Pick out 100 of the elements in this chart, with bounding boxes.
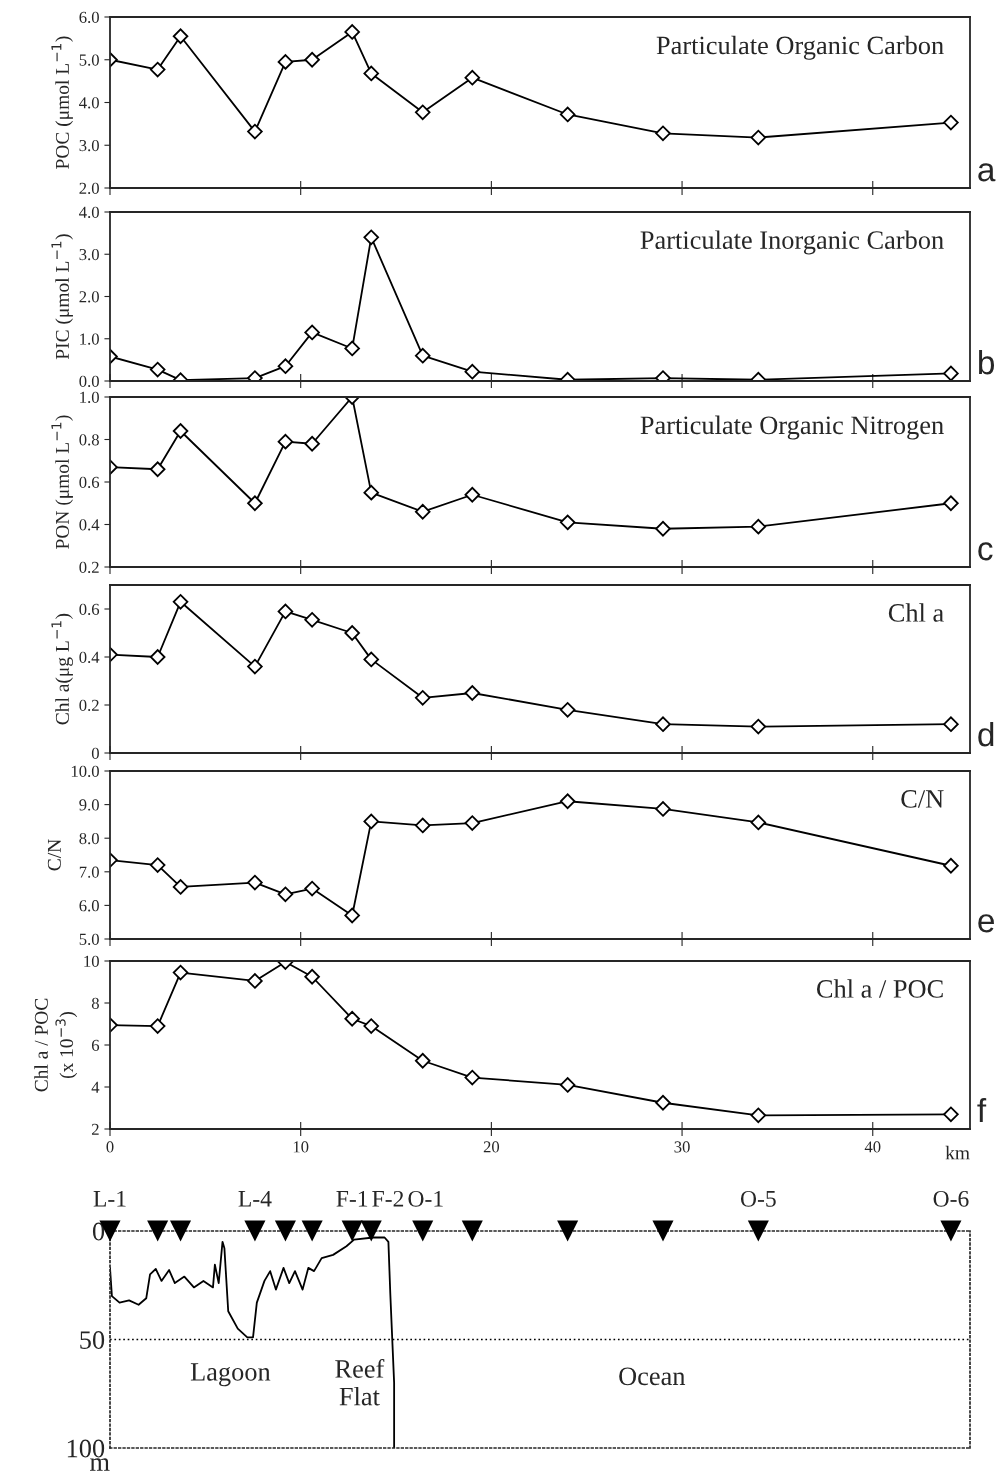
point — [363, 484, 380, 501]
point — [247, 123, 263, 140]
point — [464, 486, 481, 503]
y-tick-label: 2.0 — [79, 182, 99, 195]
point — [414, 347, 431, 364]
y-tick-label: 50 — [80, 1331, 105, 1349]
y-tick-label: 0.8 — [79, 434, 99, 446]
text: C/N — [901, 790, 944, 808]
point — [149, 461, 166, 478]
point — [363, 229, 380, 246]
text: Chl a — [888, 603, 944, 622]
data-label: O-1 — [408, 1190, 443, 1207]
point — [363, 813, 380, 830]
y-tick-label: 0 — [91, 747, 99, 759]
point — [304, 435, 320, 452]
y-tick-label: 2.0 — [79, 291, 99, 303]
point — [559, 1077, 576, 1093]
y-tick-label: 7.0 — [79, 866, 99, 878]
point — [414, 817, 431, 834]
point — [344, 24, 360, 40]
point — [247, 658, 263, 675]
point — [943, 857, 959, 874]
x-tick-label: 40 — [864, 1141, 881, 1153]
point — [277, 603, 294, 620]
annotation: Ocean — [619, 1367, 686, 1386]
point — [559, 514, 576, 531]
text: d — [978, 721, 994, 747]
point — [172, 594, 189, 610]
data-label: F-1 — [336, 1190, 368, 1207]
y-tick-label: 5.0 — [79, 54, 99, 66]
point — [559, 106, 576, 123]
y-tick-label: 0.4 — [79, 651, 100, 664]
y-tick-label: 8.0 — [79, 832, 99, 845]
point — [655, 716, 671, 732]
point — [304, 324, 320, 341]
data-label: O-6 — [933, 1190, 969, 1207]
point — [172, 879, 189, 895]
point — [943, 114, 959, 131]
point — [655, 125, 671, 142]
point — [464, 69, 481, 86]
y-tick-label: 0.2 — [79, 561, 99, 574]
annotation: Lagoon — [190, 1363, 271, 1387]
point — [943, 1106, 959, 1123]
point — [655, 1094, 671, 1111]
point — [344, 1010, 360, 1027]
y-axis-title: Chl a / POC (x 10$^{−3}$) — [34, 998, 78, 1092]
point — [464, 685, 481, 701]
y-axis-title: PON (μmol L$^{−1}$) — [51, 415, 73, 549]
point — [149, 361, 166, 378]
y-tick-label: 10.0 — [71, 765, 99, 778]
text: Chl a / POC — [816, 979, 943, 998]
y-tick-label: 2 — [91, 1123, 99, 1135]
data-label: L-4 — [238, 1190, 272, 1207]
y-tick-label: 4.0 — [79, 206, 99, 219]
point — [304, 880, 320, 897]
point — [414, 690, 431, 706]
point — [750, 518, 767, 535]
y-tick-label: 8 — [91, 997, 99, 1009]
point — [414, 1052, 431, 1069]
point — [172, 423, 189, 439]
point — [304, 612, 320, 628]
y-axis-title: PIC (μmol L$^{−1}$) — [51, 234, 73, 360]
text: a — [978, 163, 996, 182]
y-axis-title: m — [90, 1458, 110, 1471]
y-tick-label: 0.6 — [79, 476, 100, 489]
point — [943, 495, 959, 512]
y-tick-label: 6.0 — [79, 900, 99, 912]
x-tick-label: 30 — [674, 1141, 690, 1153]
point — [750, 814, 767, 831]
point — [149, 1018, 166, 1034]
text: Particulate Organic Carbon — [656, 35, 944, 60]
point — [149, 61, 166, 78]
point — [304, 968, 320, 985]
point — [655, 520, 671, 537]
y-tick-label: 1.0 — [80, 333, 99, 345]
y-tick-label: 0.6 — [79, 603, 100, 616]
point — [172, 28, 189, 45]
text: e — [978, 914, 994, 933]
y-tick-label: 0.4 — [79, 519, 100, 531]
point — [277, 358, 294, 374]
point — [943, 716, 959, 732]
point — [750, 718, 767, 735]
point — [172, 964, 189, 981]
x-tick-label: 0 — [106, 1141, 114, 1153]
y-tick-label: 0 — [92, 1222, 105, 1241]
point — [655, 801, 671, 817]
point — [363, 651, 380, 668]
data-label: F-2 — [372, 1190, 404, 1207]
point — [464, 1069, 481, 1086]
point — [559, 793, 576, 810]
point — [464, 363, 481, 380]
point — [277, 54, 294, 70]
point — [363, 1018, 380, 1034]
point — [750, 1107, 767, 1124]
y-tick-label: 3.0 — [79, 139, 99, 152]
text: f — [977, 1097, 987, 1123]
annotation: Reef Flat — [335, 1359, 385, 1406]
text: b — [979, 349, 995, 375]
y-tick-label: 10 — [84, 955, 99, 967]
y-tick-label: 0.2 — [79, 699, 99, 712]
